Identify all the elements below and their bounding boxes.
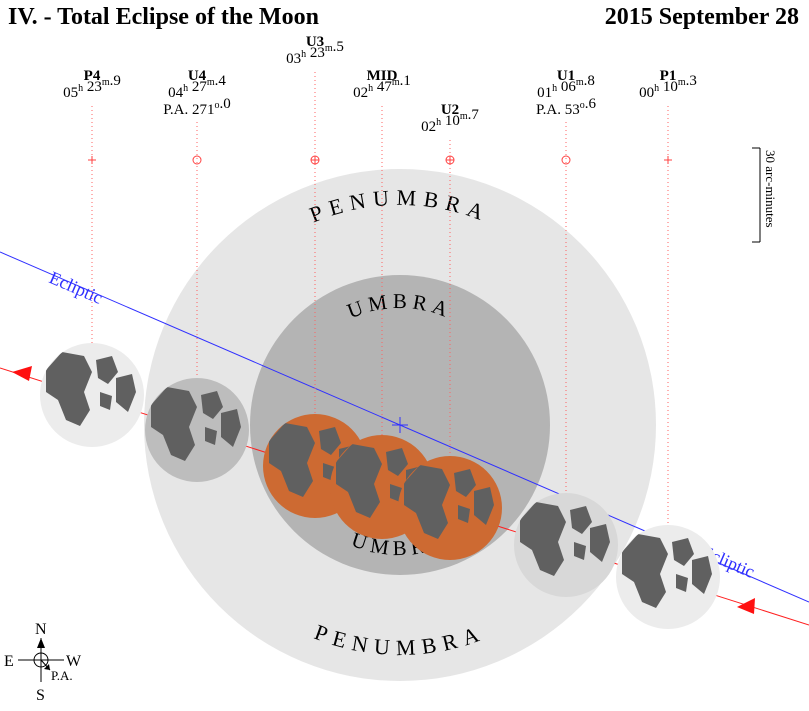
compass-north-arrow — [37, 638, 45, 648]
contact-p1-time: 00h 10m.3 — [639, 73, 697, 101]
contact-mid-label: MID — [367, 68, 398, 84]
contact-u3-time: 03h 23m.5 — [286, 39, 344, 67]
moon-p1 — [616, 525, 720, 629]
contact-u1-pa: P.A. 53o.6 — [536, 96, 597, 118]
compass-pa: P.A. — [51, 668, 73, 683]
contact-u2-time: 02h 10m.7 — [421, 107, 479, 135]
contact-u4-pa: P.A. 271o.0 — [163, 96, 231, 118]
compass-west: W — [66, 653, 82, 670]
contact-ticks — [88, 155, 672, 165]
contact-mid-time: 02h 47m.1 — [353, 73, 411, 101]
compass-north: N — [35, 621, 47, 638]
path-arrow-left — [12, 366, 32, 381]
contact-u1-label: U1 — [557, 68, 575, 84]
contact-guides — [91, 72, 669, 525]
compass-east: E — [4, 653, 14, 670]
contact-u1-time: 01h 06m.8 — [537, 73, 595, 101]
scale-bar — [752, 147, 761, 243]
moon-p4 — [40, 343, 144, 447]
scale-label: 30 arc-minutes — [763, 150, 778, 228]
contact-p4-time: 05h 23m.9 — [63, 73, 121, 101]
eclipse-date: 2015 September 28 — [604, 4, 799, 30]
moon-u4 — [145, 378, 249, 482]
ecliptic-label: Ecliptic — [46, 267, 105, 308]
compass-south: S — [36, 687, 45, 704]
moon-u1 — [514, 493, 618, 597]
contact-u4-time: 04h 27m.4 — [168, 73, 226, 101]
contact-p4-label: P4 — [84, 68, 101, 84]
title-left: IV. - Total Eclipse of the Moon — [8, 4, 319, 30]
moon-u2 — [398, 456, 502, 560]
path-arrow-right — [737, 598, 755, 614]
contact-u4-label: U4 — [188, 68, 207, 84]
contact-u3-label: U3 — [306, 34, 324, 50]
contact-p1-label: P1 — [660, 68, 677, 84]
compass: N S E W P.A. — [4, 621, 82, 704]
contact-u2-label: U2 — [441, 102, 459, 118]
